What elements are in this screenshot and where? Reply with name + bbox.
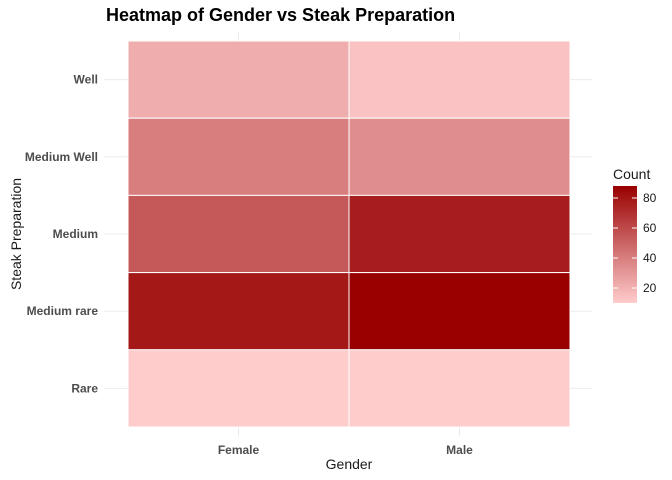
- y-tick-label: Rare: [71, 381, 98, 395]
- heatmap-cell: [348, 117, 571, 196]
- y-tick-label: Medium rare: [27, 304, 99, 318]
- heatmap-cell: [348, 272, 571, 351]
- heatmap-cell: [127, 194, 350, 274]
- y-tick-label: Medium Well: [25, 150, 98, 164]
- legend-tick-label: 20: [643, 281, 657, 295]
- legend-colorbar: [613, 186, 637, 303]
- y-tick-label: Medium: [53, 227, 98, 241]
- legend-tick-label: 60: [643, 221, 657, 235]
- x-axis-label: Gender: [325, 456, 373, 472]
- legend-tick-label: 40: [643, 251, 657, 265]
- legend-title: Count: [613, 166, 651, 182]
- heatmap-cell: [127, 349, 350, 428]
- legend-tick-label: 80: [643, 191, 657, 205]
- y-tick-label: Well: [74, 73, 98, 87]
- heatmap-cell: [127, 117, 350, 196]
- x-tick-label: Male: [446, 443, 473, 457]
- heatmap-cell: [127, 40, 350, 119]
- heatmap-cell: [348, 40, 571, 119]
- chart-title: Heatmap of Gender vs Steak Preparation: [106, 5, 456, 25]
- heatmap-cell: [127, 272, 350, 351]
- heatmap-cell: [348, 194, 571, 274]
- x-tick-label: Female: [218, 443, 260, 457]
- heatmap-cell: [348, 349, 571, 428]
- y-axis-label: Steak Preparation: [8, 177, 24, 291]
